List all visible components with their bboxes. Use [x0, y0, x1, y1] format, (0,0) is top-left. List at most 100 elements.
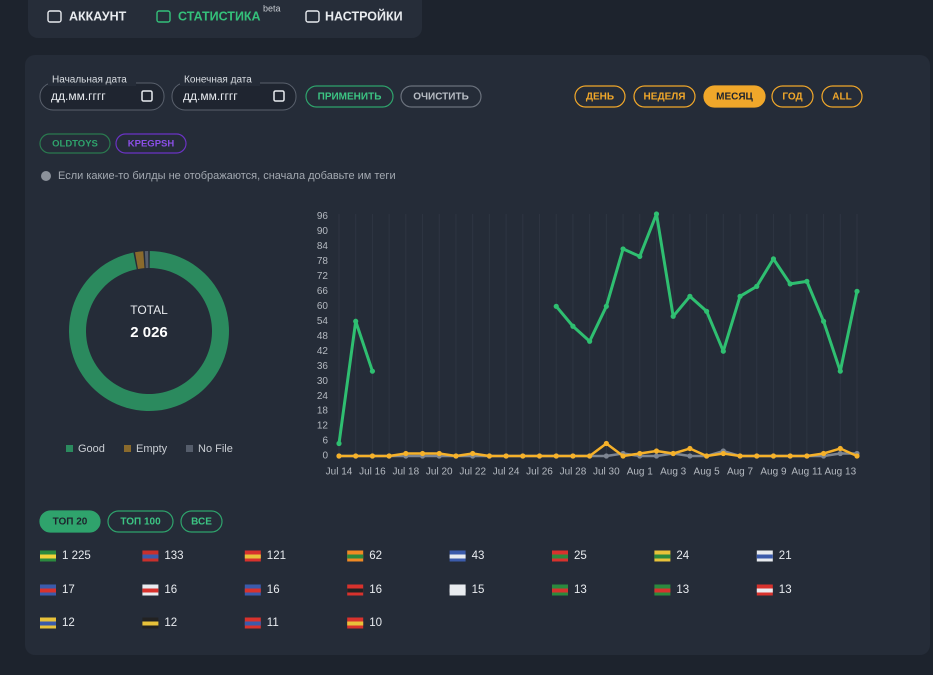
y-tick-label: 30: [317, 376, 329, 387]
series-point: [336, 453, 342, 459]
flag-stripe: [142, 621, 159, 626]
nav-badge: beta: [263, 3, 281, 13]
series-point: [653, 211, 660, 217]
flag-stripe: [552, 554, 568, 559]
series-point: [787, 453, 793, 459]
y-tick-label: 60: [317, 301, 329, 312]
date-label: Конечная дата: [184, 75, 252, 86]
period-button[interactable]: [703, 85, 766, 108]
period-button[interactable]: [821, 85, 863, 108]
period-button[interactable]: [574, 85, 626, 108]
series-point: [820, 450, 827, 457]
label-bg: [48, 74, 136, 86]
apply-button[interactable]: [305, 85, 394, 108]
x-tick-label: Jul 20: [426, 467, 453, 478]
clear-button[interactable]: [400, 85, 482, 108]
series-point: [804, 278, 810, 284]
label-bg: [180, 74, 260, 86]
period-button[interactable]: [771, 85, 814, 108]
series-point: [503, 453, 509, 459]
top-tab-label: ТОП 20: [53, 517, 88, 528]
nav-item[interactable]: НАСТРОЙКИ: [325, 8, 403, 23]
country-count: 133: [164, 550, 183, 562]
period-button-label: ДЕНЬ: [586, 92, 614, 103]
country-count: 12: [164, 617, 177, 629]
country-count: 17: [62, 584, 75, 596]
series-point: [587, 338, 593, 344]
nav-item[interactable]: АККАУНТ: [69, 9, 127, 23]
period-button[interactable]: [633, 85, 696, 108]
tag-button[interactable]: [39, 133, 111, 154]
main-panel: [25, 55, 930, 655]
date-label: Начальная дата: [52, 75, 127, 86]
period-button-label: ГОД: [782, 92, 802, 103]
legend-label: Empty: [136, 443, 168, 455]
series-point: [653, 453, 660, 459]
country-count: 24: [676, 550, 689, 562]
flag-stripe: [244, 588, 261, 593]
country-count: 13: [676, 584, 689, 596]
series-point: [369, 453, 376, 459]
y-tick-label: 24: [317, 391, 329, 402]
series-point: [336, 440, 342, 447]
series-point: [787, 281, 793, 287]
y-tick-label: 96: [317, 211, 329, 222]
flag-stripe: [756, 588, 773, 593]
top-tab[interactable]: [39, 510, 101, 533]
date-placeholder: дд.мм.гггг: [51, 89, 106, 103]
series-point: [837, 368, 843, 374]
x-tick-label: Jul 24: [493, 467, 520, 478]
info-icon: [41, 171, 51, 181]
country-count: 16: [369, 584, 382, 596]
series-point: [637, 450, 643, 457]
country-count: 12: [62, 617, 75, 629]
x-tick-label: Jul 28: [560, 467, 587, 478]
top-tab[interactable]: [180, 510, 223, 533]
series-point: [704, 453, 710, 459]
calendar-icon: [273, 90, 285, 102]
apply-button-label: ПРИМЕНИТЬ: [318, 92, 382, 103]
series-point: [553, 453, 559, 459]
legend-label: Good: [78, 443, 105, 455]
country-count: 21: [779, 550, 792, 562]
period-button-label: МЕСЯЦ: [716, 92, 753, 103]
series-point: [704, 308, 710, 314]
nav-item[interactable]: СТАТИСТИКА: [178, 9, 261, 23]
period-button-label: НЕДЕЛЯ: [644, 92, 686, 103]
country-count: 11: [267, 617, 279, 629]
country-count: 15: [472, 584, 485, 596]
country-count: 43: [472, 550, 485, 562]
flag-stripe: [552, 588, 568, 593]
series-point: [570, 323, 576, 329]
flag-stripe: [654, 588, 671, 593]
y-tick-label: 54: [317, 316, 329, 327]
x-tick-label: Aug 3: [660, 467, 687, 478]
country-count: 10: [369, 617, 382, 629]
series-point: [637, 253, 643, 260]
date-placeholder: дд.мм.гггг: [183, 89, 238, 103]
series-point: [603, 303, 609, 309]
nav-panel: [28, 0, 422, 38]
legend-label: No File: [198, 443, 233, 455]
series-point: [653, 448, 660, 454]
country-count: 121: [267, 550, 286, 562]
y-tick-label: 42: [317, 346, 329, 357]
top-tab-label: ТОП 100: [120, 517, 161, 528]
flag-stripe: [449, 588, 466, 593]
series-point: [804, 453, 810, 459]
series-point: [687, 453, 693, 459]
flag-stripe: [347, 554, 364, 559]
series-point: [720, 348, 726, 354]
tag-button[interactable]: [115, 133, 187, 154]
calendar-icon: [141, 90, 153, 102]
top-tab[interactable]: [107, 510, 174, 533]
tag-button-label: KPEGPSH: [128, 139, 175, 150]
series-point: [737, 293, 743, 299]
series-point: [687, 293, 693, 299]
series-point: [453, 453, 459, 459]
country-count: 16: [164, 584, 177, 596]
x-tick-label: Aug 13: [824, 467, 856, 478]
series-point: [486, 453, 492, 459]
flag-stripe: [654, 554, 671, 559]
series-point: [687, 445, 693, 452]
